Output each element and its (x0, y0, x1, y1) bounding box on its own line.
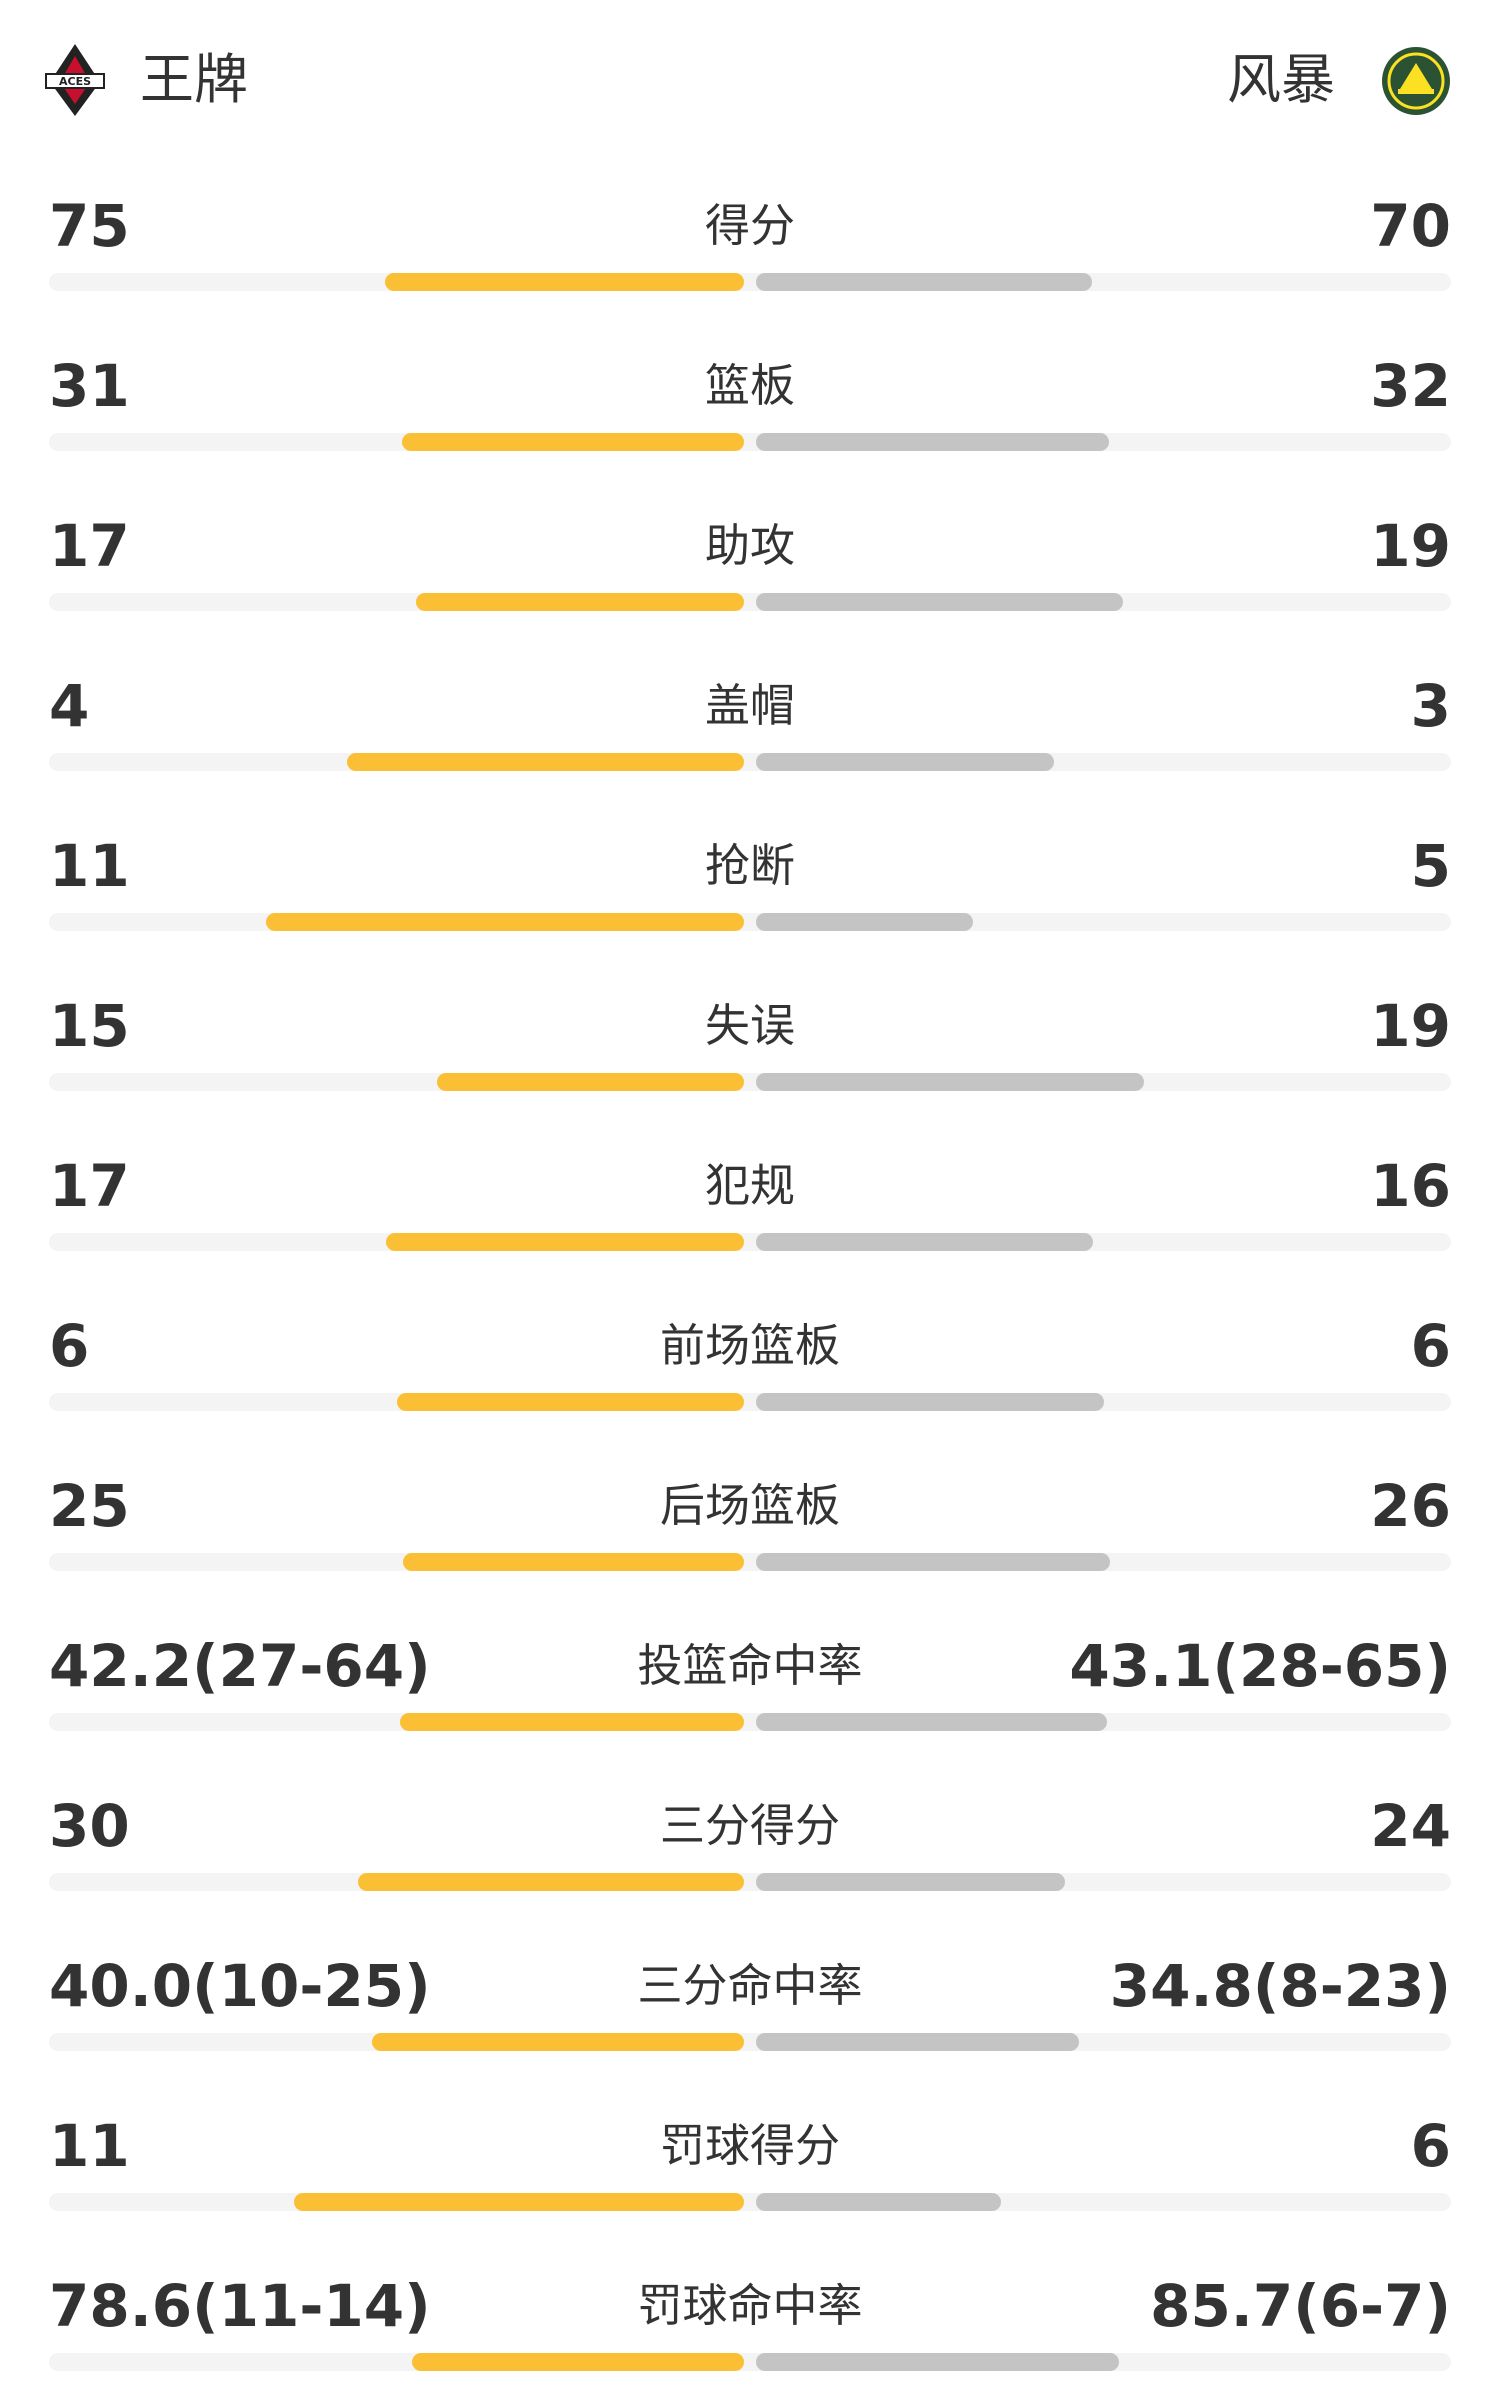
stat-label: 盖帽 (704, 679, 795, 732)
away-value: 26 (1370, 1472, 1451, 1540)
home-bar (411, 2353, 744, 2371)
away-value: 6 (1410, 1312, 1451, 1380)
home-logo: ACES (45, 44, 105, 116)
away-value: 19 (1370, 992, 1451, 1060)
away-bar (756, 1393, 1104, 1411)
away-bar (756, 753, 1054, 771)
home-bar (400, 1713, 744, 1731)
home-value: 31 (49, 352, 130, 420)
away-logo (1382, 47, 1450, 115)
track (49, 2033, 1451, 2051)
stat-label: 三分得分 (659, 1799, 840, 1852)
away-bar (756, 1873, 1065, 1891)
away-bar (756, 913, 974, 931)
away-value: 19 (1370, 512, 1451, 580)
away-value: 70 (1370, 192, 1451, 260)
stat-label: 三分命中率 (637, 1959, 863, 2012)
svg-text:ACES: ACES (59, 75, 91, 88)
away-bar (756, 2033, 1080, 2051)
stat-label: 犯规 (704, 1159, 795, 1212)
home-bar (385, 1233, 744, 1251)
home-value: 4 (49, 672, 90, 740)
home-value: 17 (49, 1152, 130, 1220)
track (49, 273, 1451, 291)
away-value: 5 (1410, 832, 1451, 900)
track (49, 1393, 1451, 1411)
home-bar (372, 2033, 744, 2051)
home-bar (266, 913, 744, 931)
away-bar (756, 2353, 1119, 2371)
away-value: 24 (1370, 1792, 1451, 1860)
stat-label: 罚球得分 (659, 2119, 840, 2172)
away-bar (756, 273, 1092, 291)
track (49, 1553, 1451, 1571)
home-value: 42.2(27-64) (49, 1632, 431, 1700)
stat-label: 助攻 (704, 519, 795, 572)
away-bar (756, 1713, 1108, 1731)
track (49, 593, 1451, 611)
away-bar (756, 2193, 1002, 2211)
home-value: 25 (49, 1472, 130, 1540)
away-value: 43.1(28-65) (1069, 1632, 1451, 1700)
home-bar (402, 433, 744, 451)
home-bar (403, 1553, 744, 1571)
home-bar (396, 1393, 744, 1411)
track (49, 753, 1451, 771)
away-value: 85.7(6-7) (1150, 2272, 1451, 2340)
stat-label: 前场篮板 (659, 1319, 840, 1372)
away-bar (756, 593, 1123, 611)
track (49, 2353, 1451, 2371)
home-value: 11 (49, 2112, 130, 2180)
home-value: 15 (49, 992, 130, 1060)
home-team: 王牌 (140, 48, 248, 111)
away-value: 3 (1410, 672, 1451, 740)
stat-label: 得分 (704, 199, 795, 252)
home-bar (384, 273, 744, 291)
away-bar (756, 1073, 1145, 1091)
track (49, 913, 1451, 931)
home-bar (294, 2193, 744, 2211)
away-value: 16 (1370, 1152, 1451, 1220)
stat-label: 抢断 (704, 839, 795, 892)
home-value: 17 (49, 512, 130, 580)
stat-label: 后场篮板 (659, 1479, 840, 1532)
home-value: 40.0(10-25) (49, 1952, 431, 2020)
away-value: 6 (1410, 2112, 1451, 2180)
away-value: 32 (1370, 352, 1451, 420)
away-bar (756, 1553, 1111, 1571)
home-value: 78.6(11-14) (49, 2272, 431, 2340)
track (49, 1873, 1451, 1891)
stat-label: 失误 (704, 999, 795, 1052)
home-bar (415, 593, 744, 611)
track (49, 433, 1451, 451)
track (49, 1073, 1451, 1091)
home-bar (346, 753, 744, 771)
home-value: 11 (49, 832, 130, 900)
track (49, 2193, 1451, 2211)
away-bar (756, 1233, 1093, 1251)
away-bar (756, 433, 1110, 451)
stat-label: 罚球命中率 (637, 2279, 863, 2332)
home-bar (437, 1073, 744, 1091)
track (49, 1713, 1451, 1731)
away-value: 34.8(8-23) (1109, 1952, 1451, 2020)
home-value: 75 (49, 192, 130, 260)
track (49, 1233, 1451, 1251)
home-value: 30 (49, 1792, 130, 1860)
stat-label: 篮板 (704, 359, 795, 412)
home-value: 6 (49, 1312, 90, 1380)
stat-label: 投篮命中率 (637, 1639, 863, 1692)
away-team: 风暴 (1227, 48, 1335, 111)
home-bar (357, 1873, 744, 1891)
